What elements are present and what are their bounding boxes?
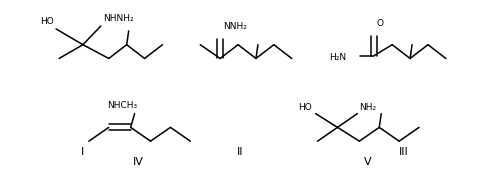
Text: H₂N: H₂N <box>329 53 346 62</box>
Text: III: III <box>399 147 409 157</box>
Text: O: O <box>376 19 383 28</box>
Text: NH₂: NH₂ <box>360 103 376 112</box>
Text: V: V <box>364 157 371 167</box>
Text: NNH₂: NNH₂ <box>223 22 247 31</box>
Text: HO: HO <box>298 103 311 112</box>
Text: II: II <box>237 147 244 157</box>
Text: NHCH₃: NHCH₃ <box>107 101 137 110</box>
Text: HO: HO <box>40 17 54 26</box>
Text: NHNH₂: NHNH₂ <box>103 14 133 23</box>
Text: I: I <box>81 147 84 157</box>
Text: IV: IV <box>133 157 144 167</box>
